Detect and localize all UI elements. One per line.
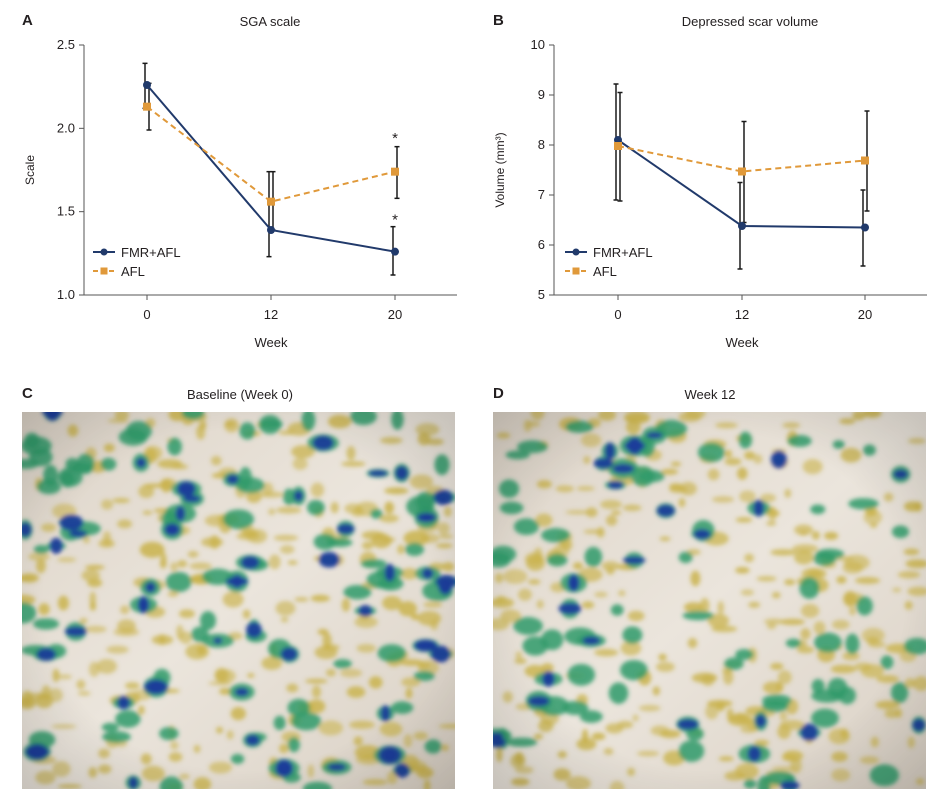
legend-label-afl: AFL xyxy=(121,264,145,279)
x-axis-label: Week xyxy=(726,335,759,350)
legend-marker xyxy=(100,248,108,256)
chart-depressed-scar-volume: 5 6 7 8 9 10 0 12 20 Week Volume (mm³) FMR+AFL AFL xyxy=(493,37,927,350)
y-tick-label: 6 xyxy=(538,237,545,252)
legend-label-fmr-afl: FMR+AFL xyxy=(121,245,181,260)
x-tick-label: 20 xyxy=(858,307,872,322)
panel-c-letter: C xyxy=(22,385,33,402)
panel-a-title: SGA scale xyxy=(239,14,301,29)
data-point-afl xyxy=(738,167,746,176)
data-point-fmr-afl xyxy=(391,247,399,256)
legend-label-afl: AFL xyxy=(593,264,617,279)
y-tick-label: 10 xyxy=(531,37,545,52)
legend-marker xyxy=(572,248,580,256)
legend-label-fmr-afl: FMR+AFL xyxy=(593,245,653,260)
data-point-fmr-afl xyxy=(738,222,746,230)
x-tick-label: 12 xyxy=(264,307,278,322)
x-tick-label: 20 xyxy=(388,307,402,322)
y-tick-label: 2.0 xyxy=(57,120,75,135)
panel-a-letter: A xyxy=(22,12,33,29)
y-tick-label: 1.5 xyxy=(57,204,75,219)
baseline-scar-image xyxy=(22,412,455,789)
data-point-afl xyxy=(267,197,275,206)
y-tick-label: 5 xyxy=(538,287,545,302)
panel-b-letter: B xyxy=(493,12,504,29)
significance-asterisk: * xyxy=(392,212,398,229)
y-tick-label: 9 xyxy=(538,87,545,102)
significance-asterisk: * xyxy=(392,130,398,147)
series-line-fmr-afl xyxy=(617,139,866,229)
y-tick-label: 1.0 xyxy=(57,287,75,302)
panel-d-letter: D xyxy=(493,385,504,402)
legend-marker xyxy=(100,267,108,275)
chart-sga-scale: 1.0 1.5 2.0 2.5 0 12 20 Week Scale * * FMR+AFL AFL xyxy=(23,37,457,350)
legend-marker xyxy=(572,267,580,275)
data-point-afl xyxy=(143,102,151,111)
data-point-afl xyxy=(391,167,399,176)
y-tick-label: 8 xyxy=(538,137,545,152)
y-axis-label: Volume (mm³) xyxy=(493,132,507,207)
x-tick-label: 0 xyxy=(143,307,150,322)
panel-d-title: Week 12 xyxy=(684,387,736,402)
vignette xyxy=(22,412,455,789)
panel-b-title: Depressed scar volume xyxy=(681,14,819,29)
data-point-fmr-afl xyxy=(143,81,151,89)
data-point-afl xyxy=(861,156,869,165)
x-axis-label: Week xyxy=(255,335,288,350)
data-point-fmr-afl xyxy=(861,223,869,232)
y-axis-label: Scale xyxy=(23,155,37,185)
data-point-fmr-afl xyxy=(267,226,275,234)
y-tick-label: 7 xyxy=(538,187,545,202)
series-line-afl xyxy=(146,105,396,203)
data-point-afl xyxy=(614,142,622,150)
vignette xyxy=(493,412,926,789)
panel-c-title: Baseline (Week 0) xyxy=(187,387,293,402)
week12-scar-image xyxy=(493,412,926,789)
x-tick-label: 12 xyxy=(735,307,749,322)
x-tick-label: 0 xyxy=(614,307,621,322)
series-line-afl xyxy=(617,145,866,173)
y-tick-label: 2.5 xyxy=(57,37,75,52)
